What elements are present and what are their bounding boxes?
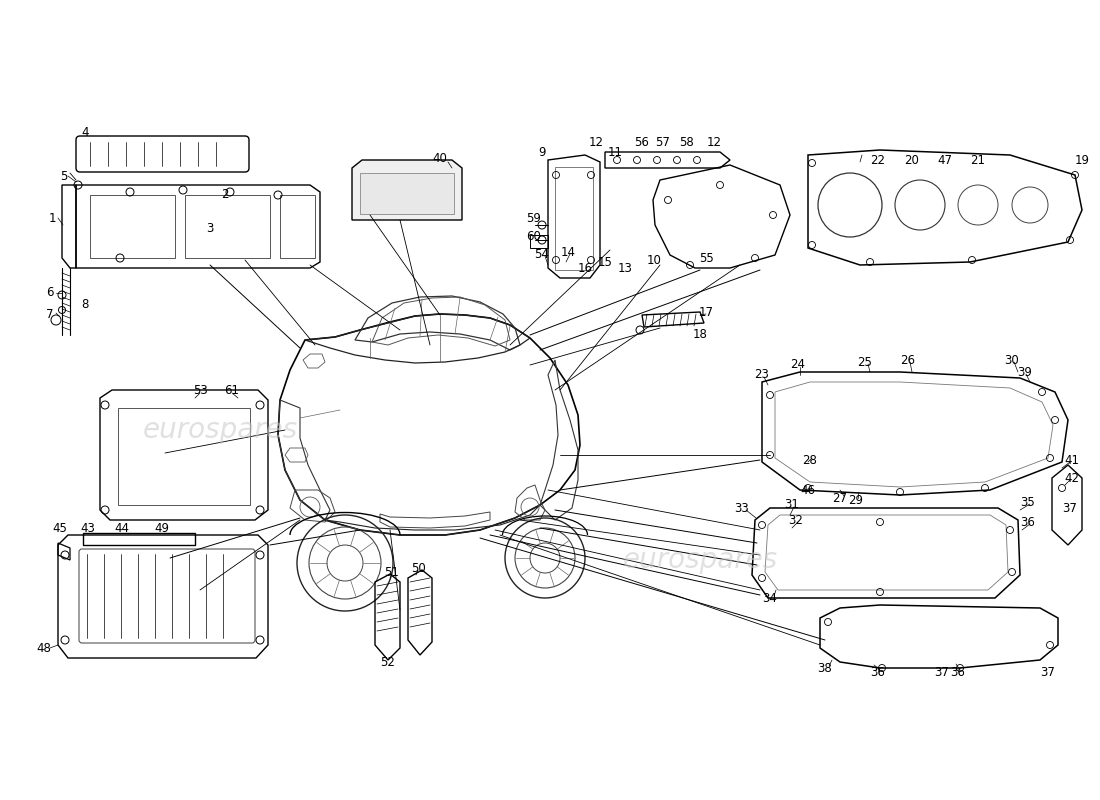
Text: 4: 4 bbox=[81, 126, 89, 139]
Text: 36: 36 bbox=[950, 666, 966, 678]
Text: 29: 29 bbox=[848, 494, 864, 506]
Text: eurospares: eurospares bbox=[142, 416, 298, 444]
Text: 18: 18 bbox=[693, 329, 707, 342]
Text: eurospares: eurospares bbox=[623, 546, 778, 574]
Text: 26: 26 bbox=[901, 354, 915, 366]
Text: 8: 8 bbox=[81, 298, 89, 311]
Text: 16: 16 bbox=[578, 262, 593, 274]
Text: 11: 11 bbox=[607, 146, 623, 158]
Text: 9: 9 bbox=[538, 146, 546, 158]
Text: 46: 46 bbox=[801, 483, 815, 497]
Text: 41: 41 bbox=[1065, 454, 1079, 466]
Text: 32: 32 bbox=[789, 514, 803, 526]
Text: 52: 52 bbox=[381, 655, 395, 669]
Text: 37: 37 bbox=[935, 666, 949, 678]
Text: 51: 51 bbox=[385, 566, 399, 578]
Text: 25: 25 bbox=[858, 355, 872, 369]
Text: 31: 31 bbox=[784, 498, 800, 511]
Text: 28: 28 bbox=[803, 454, 817, 466]
Text: 36: 36 bbox=[870, 666, 886, 678]
Text: 38: 38 bbox=[817, 662, 833, 674]
Text: 34: 34 bbox=[762, 591, 778, 605]
Text: 54: 54 bbox=[535, 249, 549, 262]
Text: 37: 37 bbox=[1041, 666, 1055, 678]
Text: 1: 1 bbox=[48, 211, 56, 225]
Text: 24: 24 bbox=[791, 358, 805, 371]
Text: 49: 49 bbox=[154, 522, 169, 534]
Text: 47: 47 bbox=[937, 154, 953, 166]
Text: 57: 57 bbox=[656, 137, 670, 150]
Text: 59: 59 bbox=[527, 211, 541, 225]
Text: 17: 17 bbox=[698, 306, 714, 319]
Text: 60: 60 bbox=[527, 230, 541, 242]
Text: 3: 3 bbox=[207, 222, 213, 234]
Polygon shape bbox=[352, 160, 462, 220]
Text: 27: 27 bbox=[833, 491, 847, 505]
Text: 2: 2 bbox=[221, 189, 229, 202]
Text: 15: 15 bbox=[597, 255, 613, 269]
Text: 55: 55 bbox=[698, 251, 714, 265]
Text: 53: 53 bbox=[192, 383, 208, 397]
Text: 14: 14 bbox=[561, 246, 575, 258]
Polygon shape bbox=[360, 173, 454, 214]
Text: 40: 40 bbox=[432, 151, 448, 165]
Text: 5: 5 bbox=[60, 170, 68, 182]
Text: 56: 56 bbox=[635, 137, 649, 150]
Text: 36: 36 bbox=[1021, 515, 1035, 529]
Text: 6: 6 bbox=[46, 286, 54, 299]
Text: 43: 43 bbox=[80, 522, 96, 534]
Text: 44: 44 bbox=[114, 522, 130, 534]
Text: 20: 20 bbox=[904, 154, 920, 166]
Text: 50: 50 bbox=[410, 562, 426, 574]
Text: 45: 45 bbox=[53, 522, 67, 534]
Text: 39: 39 bbox=[1018, 366, 1033, 378]
Text: 37: 37 bbox=[1063, 502, 1077, 514]
Text: 19: 19 bbox=[1075, 154, 1089, 166]
Text: 23: 23 bbox=[755, 369, 769, 382]
Text: 30: 30 bbox=[1004, 354, 1020, 366]
Text: 7: 7 bbox=[46, 309, 54, 322]
Text: 21: 21 bbox=[970, 154, 986, 166]
Text: 12: 12 bbox=[706, 137, 722, 150]
Text: 13: 13 bbox=[617, 262, 632, 274]
Text: 42: 42 bbox=[1065, 471, 1079, 485]
Text: 61: 61 bbox=[224, 383, 240, 397]
Text: 22: 22 bbox=[870, 154, 886, 166]
Text: 12: 12 bbox=[588, 137, 604, 150]
Text: 10: 10 bbox=[647, 254, 661, 266]
Text: 58: 58 bbox=[679, 137, 693, 150]
Text: 33: 33 bbox=[735, 502, 749, 514]
Text: 35: 35 bbox=[1021, 495, 1035, 509]
Text: 48: 48 bbox=[36, 642, 52, 654]
